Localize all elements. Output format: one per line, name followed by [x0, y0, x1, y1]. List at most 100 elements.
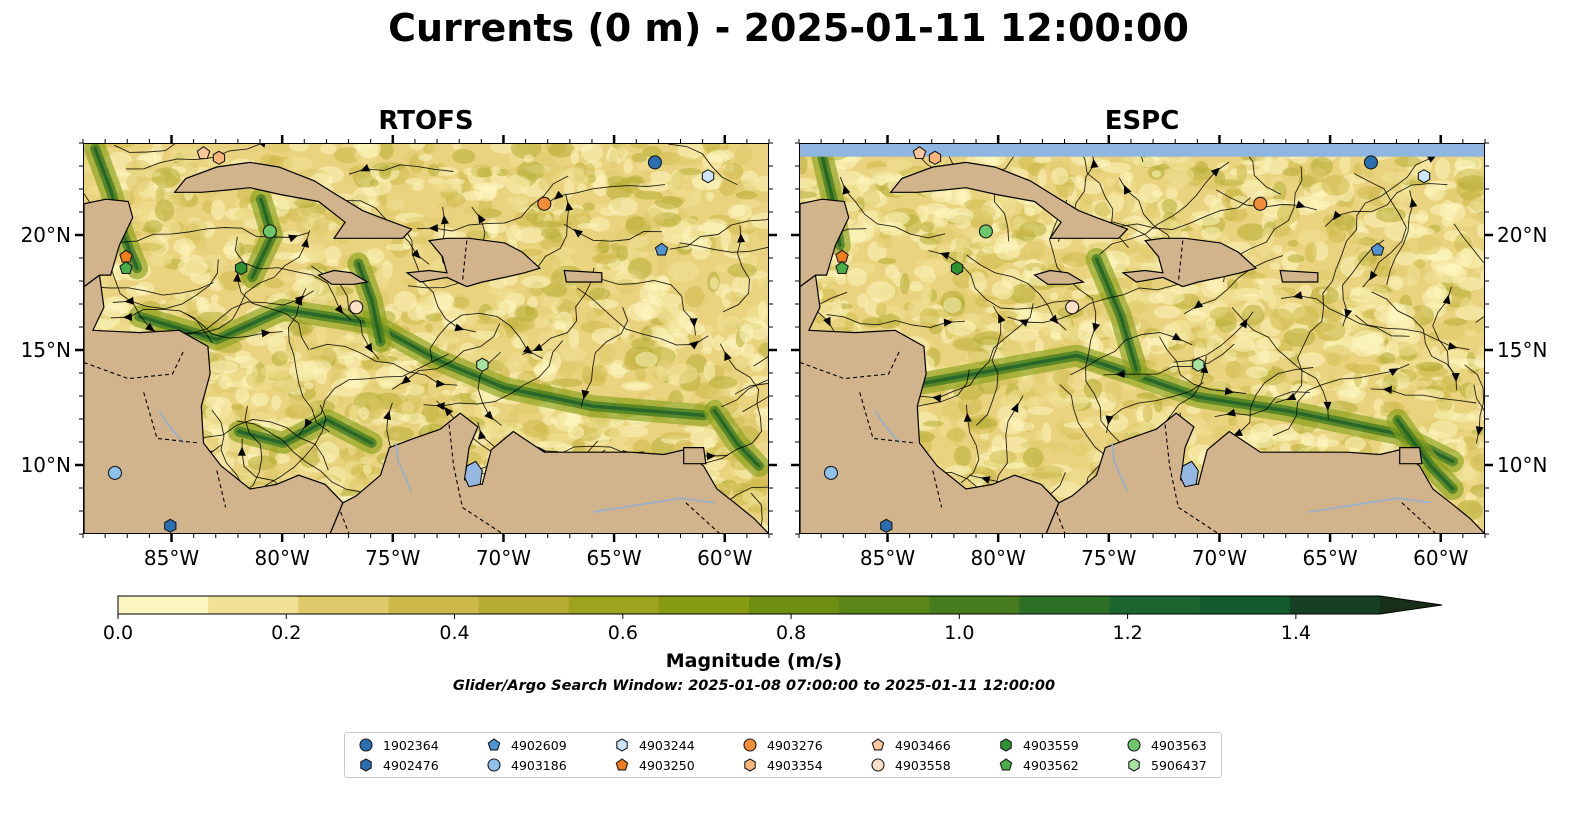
legend-label: 1902364: [383, 737, 439, 753]
colorbar-tick-label: 1.0: [944, 622, 975, 644]
float-marker-4903563: [978, 224, 993, 239]
float-marker-4903559: [950, 261, 964, 276]
legend-label: 4903186: [511, 757, 567, 773]
legend-marker-icon: [871, 738, 885, 751]
lon-tick-label: 80°W: [254, 546, 310, 570]
legend-item: 4903558: [869, 756, 951, 774]
float-marker-4903276: [537, 196, 552, 211]
legend-item: 4903276: [741, 736, 823, 754]
search-window-caption: Glider/Argo Search Window: 2025-01-08 07…: [452, 678, 1056, 694]
panel-title-espc: ESPC: [1104, 106, 1180, 136]
colorbar-tick-label: 0.6: [607, 622, 638, 644]
legend-marker-icon: [1127, 738, 1141, 752]
lon-tick-label: 85°W: [143, 546, 200, 570]
legend-marker-icon: [615, 758, 629, 771]
map-panel-rtofs[interactable]: [83, 143, 769, 534]
float-marker-4903563: [262, 224, 277, 239]
lon-tick-label: 65°W: [586, 546, 642, 570]
colorbar-tick-label: 1.4: [1280, 622, 1311, 644]
float-marker-4902609: [654, 242, 669, 256]
map-canvas-rtofs: [84, 144, 768, 533]
float-marker-4903354: [212, 150, 226, 165]
colorbar-tick-label: 0.4: [439, 622, 470, 644]
legend-marker-icon: [1000, 738, 1012, 752]
lon-tick-label: 80°W: [970, 546, 1026, 570]
lat-tick-label-left: 20°N: [20, 223, 71, 247]
float-marker-1902364: [647, 155, 662, 170]
legend-item: 4902609: [485, 736, 567, 754]
float-marker-4903186: [107, 465, 123, 480]
float-marker-4903354: [928, 150, 942, 165]
float-marker-4903558: [349, 300, 364, 315]
map-panel-espc[interactable]: [799, 143, 1485, 534]
legend-label: 4903563: [1151, 737, 1207, 753]
float-marker-1902364: [1363, 155, 1378, 170]
legend-item: 4903559: [997, 736, 1079, 754]
float-legend: 1902364 4902476 4902609 4903186 4903244 49032…: [344, 732, 1222, 778]
float-marker-4902609: [1370, 242, 1385, 256]
legend-item: 4903354: [741, 756, 823, 774]
legend-label: 4903354: [767, 757, 823, 773]
lon-tick-label: 60°W: [1413, 546, 1469, 570]
float-marker-4903558: [1065, 300, 1080, 315]
colorbar-tick-label: 0.8: [775, 622, 807, 644]
float-marker-4903559: [234, 261, 248, 276]
legend-item: 5906437: [1125, 756, 1207, 774]
legend-item: 4903563: [1125, 736, 1207, 754]
float-marker-4903244: [701, 169, 715, 184]
legend-marker-icon: [999, 758, 1013, 771]
colorbar-tick-label: 0.0: [102, 622, 134, 644]
float-marker-4903466: [912, 146, 927, 160]
legend-label: 4902476: [383, 757, 439, 773]
lon-tick-label: 70°W: [1191, 546, 1248, 570]
float-marker-5906437: [476, 357, 489, 372]
legend-label: 4903244: [639, 737, 695, 753]
lat-tick-label-right: 20°N: [1497, 223, 1548, 247]
legend-marker-icon: [487, 738, 501, 751]
lon-tick-label: 85°W: [859, 546, 916, 570]
colorbar: [117, 595, 1443, 619]
legend-marker-icon: [743, 738, 757, 752]
lat-tick-label-left: 15°N: [20, 338, 71, 362]
legend-marker-icon: [744, 758, 756, 772]
legend-marker-icon: [360, 758, 372, 772]
float-marker-4903466: [196, 146, 211, 160]
legend-marker-icon: [487, 758, 501, 772]
legend-label: 5906437: [1151, 757, 1207, 773]
lon-tick-label: 65°W: [1302, 546, 1358, 570]
legend-marker-icon: [359, 738, 373, 752]
figure-title: Currents (0 m) - 2025-01-11 12:00:00: [388, 6, 1189, 50]
legend-label: 4903276: [767, 737, 823, 753]
float-marker-5906437: [1192, 357, 1205, 372]
legend-marker-icon: [871, 758, 885, 772]
colorbar-title: Magnitude (m/s): [665, 650, 843, 672]
legend-item: 4903186: [485, 756, 567, 774]
legend-label: 4903466: [895, 737, 951, 753]
legend-label: 4903558: [895, 757, 951, 773]
lon-tick-label: 70°W: [475, 546, 532, 570]
float-marker-4903276: [1253, 196, 1268, 211]
lat-tick-label-left: 10°N: [20, 453, 71, 477]
legend-label: 4903562: [1023, 757, 1079, 773]
panel-title-rtofs: RTOFS: [378, 106, 474, 136]
lat-tick-label-right: 10°N: [1497, 453, 1548, 477]
legend-item: 4903250: [613, 756, 695, 774]
map-canvas-espc: [800, 144, 1484, 533]
lat-tick-label-right: 15°N: [1497, 338, 1548, 362]
float-marker-4902476: [880, 518, 893, 533]
legend-marker-icon: [616, 738, 628, 752]
lon-tick-label: 75°W: [365, 546, 421, 570]
float-marker-4903562: [119, 261, 133, 275]
lon-tick-label: 75°W: [1081, 546, 1137, 570]
legend-label: 4902609: [511, 737, 567, 753]
legend-label: 4903559: [1023, 737, 1079, 753]
lon-tick-label: 60°W: [697, 546, 753, 570]
legend-item: 4903562: [997, 756, 1079, 774]
legend-item: 4903244: [613, 736, 695, 754]
legend-item: 4902476: [357, 756, 439, 774]
float-marker-4903562: [835, 261, 849, 275]
colorbar-tick-label: 1.2: [1112, 622, 1143, 644]
legend-label: 4903250: [639, 757, 695, 773]
float-marker-4903186: [823, 465, 839, 480]
